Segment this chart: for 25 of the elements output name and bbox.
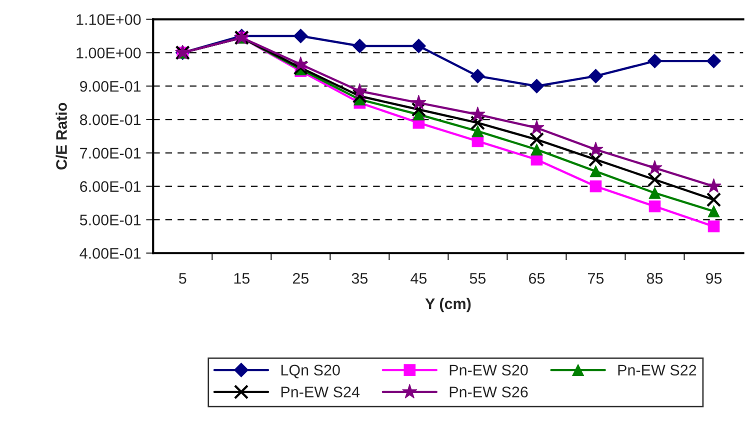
y-tick-label: 5.00E-01 bbox=[80, 214, 141, 226]
legend-label: Pn-EW S26 bbox=[450, 386, 528, 398]
y-tick-label: 8.00E-01 bbox=[80, 114, 141, 126]
x-tick-label: 15 bbox=[234, 273, 250, 284]
x-tick-label: 5 bbox=[179, 273, 186, 284]
y-tick-label: 7.00E-01 bbox=[80, 148, 141, 159]
legend-label: Pn-EW S22 bbox=[618, 364, 696, 376]
x-tick-label: 85 bbox=[646, 272, 663, 284]
y-tick-label: 1.10E+00 bbox=[76, 14, 141, 25]
x-tick-label: 45 bbox=[410, 273, 427, 284]
x-tick-label: 35 bbox=[352, 272, 368, 284]
x-tick-label: 25 bbox=[292, 272, 309, 284]
y-tick-label: 4.00E-01 bbox=[80, 248, 141, 259]
y-tick-label: 9.00E-01 bbox=[80, 80, 141, 92]
legend-label: Pn-EW S24 bbox=[281, 386, 360, 398]
legend-label: Pn-EW S20 bbox=[450, 364, 528, 376]
y-tick-label: 6.00E-01 bbox=[80, 181, 141, 192]
x-axis-title: Y (cm) bbox=[425, 298, 471, 312]
x-tick-label: 75 bbox=[588, 273, 604, 284]
x-tick-label: 55 bbox=[470, 273, 486, 284]
legend-label: LQn S20 bbox=[281, 364, 340, 378]
y-tick-label: 1.00E+00 bbox=[76, 48, 141, 58]
y-axis-title: C/E Ratio bbox=[56, 102, 68, 170]
x-tick-label: 95 bbox=[706, 272, 722, 284]
x-tick-label: 65 bbox=[529, 272, 545, 284]
